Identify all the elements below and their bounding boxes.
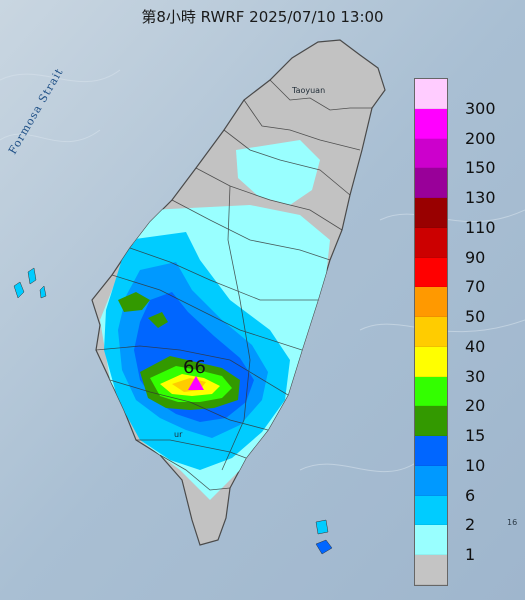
legend-swatch [415, 257, 447, 288]
legend-label: 200 [465, 128, 496, 148]
legend-label: 15 [465, 426, 486, 445]
legend-swatch [415, 287, 447, 317]
legend-label: 10 [465, 455, 486, 475]
legend-swatch [415, 406, 447, 436]
legend-swatch [415, 465, 447, 496]
legend-label: 300 [465, 98, 496, 118]
legend-label: 150 [465, 158, 496, 178]
offshore-islands [13, 267, 333, 555]
legend-label: 110 [465, 217, 496, 237]
peak-triangle-icon [188, 376, 204, 390]
edge-stamp: 16 [507, 518, 518, 527]
rain-band-15mm-west [118, 292, 150, 312]
legend-swatch [415, 168, 447, 198]
legend-swatch [415, 138, 447, 169]
legend-label: 130 [465, 188, 496, 207]
legend-swatch [415, 525, 447, 555]
legend-swatch [415, 495, 447, 526]
legend-label: 30 [465, 366, 486, 386]
legend-swatch [415, 436, 447, 466]
legend-label: 2 [465, 515, 476, 535]
legend-swatch [415, 346, 447, 377]
legend-swatch [415, 376, 447, 407]
place-label-tainan: ur [174, 430, 183, 439]
legend-label: 50 [465, 307, 486, 326]
legend-label: 40 [465, 336, 486, 356]
legend-label: 20 [465, 396, 486, 416]
rainfall-legend [414, 78, 448, 586]
legend-swatch [415, 227, 447, 258]
penghu-islands [13, 267, 47, 299]
legend-label: 6 [465, 485, 476, 505]
legend-label: 1 [465, 545, 476, 564]
map-title: 第8小時 RWRF 2025/07/10 13:00 [141, 8, 384, 26]
legend-swatch [415, 317, 447, 347]
rain-band-15mm-lake [148, 312, 168, 328]
legend-label: 70 [465, 277, 486, 297]
legend-swatch [415, 79, 447, 109]
legend-swatch [415, 555, 447, 585]
legend-label: 90 [465, 247, 486, 267]
legend-swatch [415, 198, 447, 228]
legend-swatch [415, 108, 447, 139]
place-label-taoyuan: Taoyuan [292, 86, 326, 95]
county-borders [95, 79, 372, 491]
orchid-island [315, 539, 333, 555]
rain-band-1mm-north [236, 140, 320, 205]
green-island [315, 519, 329, 535]
peak-rainfall-value: 66 [183, 357, 206, 378]
